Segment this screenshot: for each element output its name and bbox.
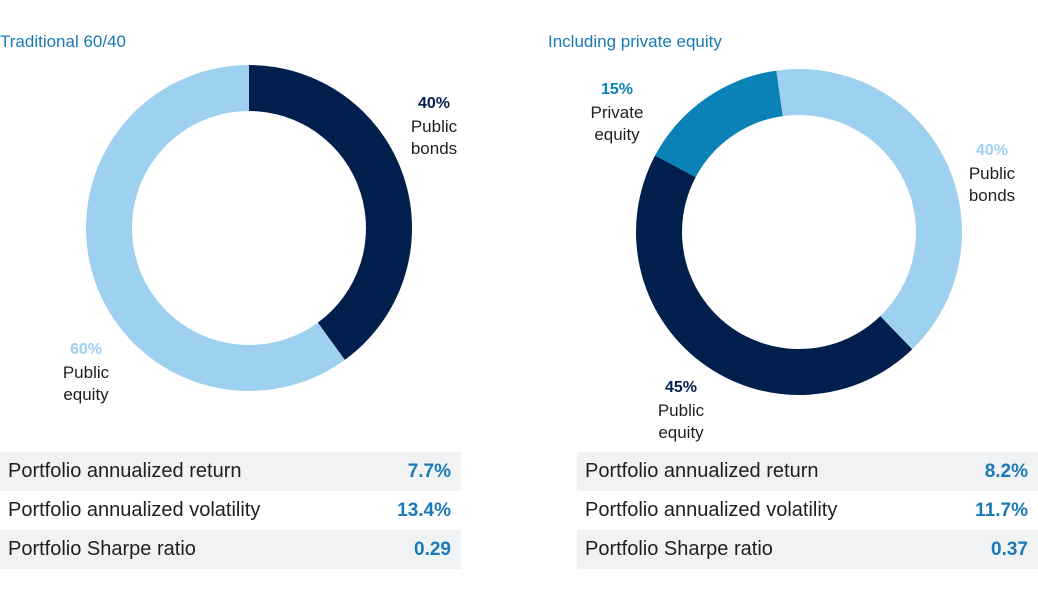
stat-name: Portfolio Sharpe ratio	[577, 530, 949, 569]
stats-row-volatility: Portfolio annualized volatility 13.4%	[0, 491, 461, 530]
donut-slice-public-equity	[636, 155, 913, 395]
stat-value: 11.7%	[975, 499, 1028, 521]
slice-percent-label: 45%	[665, 379, 697, 396]
slice-percent-label: 40%	[976, 142, 1008, 159]
slice-category-label: Public	[969, 164, 1016, 183]
chart-title-traditional: Traditional 60/40	[0, 32, 127, 51]
stat-name: Portfolio annualized return	[0, 452, 371, 491]
slice-category-label: bonds	[411, 139, 457, 158]
slice-category-label: Private	[591, 103, 644, 122]
stat-value: 8.2%	[948, 452, 1038, 491]
slice-category-label: equity	[63, 385, 109, 404]
stat-value: 7.7%	[370, 452, 461, 491]
stat-value: 0.29	[370, 530, 461, 569]
donut-charts: 40% Public bonds 60% Public equity 40% Public bo…	[63, 65, 1016, 442]
stat-name: Portfolio Sharpe ratio	[0, 530, 371, 569]
donut-slice-public-bonds	[776, 69, 962, 350]
stats-table-private-equity: Portfolio annualized return 8.2% Portfol…	[577, 452, 1038, 569]
stat-name: Portfolio annualized volatility	[585, 499, 838, 521]
donut-slice-private-equity	[655, 70, 783, 178]
stats-row-volatility: Portfolio annualized volatility 11.7%	[577, 491, 1038, 530]
slice-category-label: Public	[658, 401, 705, 420]
stat-name: Portfolio annualized return	[577, 452, 949, 491]
slice-category-label: Public	[411, 117, 458, 136]
slice-label-public-bonds: 40% Public bonds	[411, 95, 458, 158]
slice-category-label: equity	[594, 125, 640, 144]
stats-row-sharpe: Portfolio Sharpe ratio 0.37	[577, 530, 1038, 569]
slice-label-public-equity: 45% Public equity	[658, 379, 705, 442]
slice-percent-label: 40%	[418, 95, 450, 112]
stat-name: Portfolio annualized volatility	[8, 499, 261, 521]
slice-category-label: bonds	[969, 186, 1015, 205]
slice-label-public-equity: 60% Public equity	[63, 341, 110, 404]
slice-category-label: equity	[658, 423, 704, 442]
donut-slice-public-bonds	[249, 65, 413, 360]
slice-label-private-equity: 15% Private equity	[591, 81, 644, 144]
stats-row-return: Portfolio annualized return 8.2%	[577, 452, 1038, 491]
stats-row-return: Portfolio annualized return 7.7%	[0, 452, 461, 491]
stats-table-traditional: Portfolio annualized return 7.7% Portfol…	[0, 452, 461, 569]
stats-row-sharpe: Portfolio Sharpe ratio 0.29	[0, 530, 461, 569]
slice-category-label: Public	[63, 363, 110, 382]
donut-slice-public-equity	[86, 65, 345, 391]
chart-title-private-equity: Including private equity	[548, 32, 722, 51]
slice-percent-label: 60%	[70, 341, 102, 358]
stat-value: 0.37	[948, 530, 1038, 569]
slice-label-public-bonds: 40% Public bonds	[969, 142, 1016, 205]
slice-percent-label: 15%	[601, 81, 633, 98]
stat-value: 13.4%	[397, 499, 451, 521]
